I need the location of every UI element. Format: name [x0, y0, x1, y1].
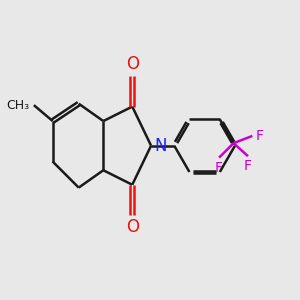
- Text: O: O: [126, 55, 139, 73]
- Text: O: O: [126, 218, 139, 236]
- Text: F: F: [256, 129, 264, 143]
- Text: F: F: [215, 160, 223, 175]
- Text: CH₃: CH₃: [6, 99, 29, 112]
- Text: F: F: [244, 159, 252, 173]
- Text: N: N: [154, 137, 167, 155]
